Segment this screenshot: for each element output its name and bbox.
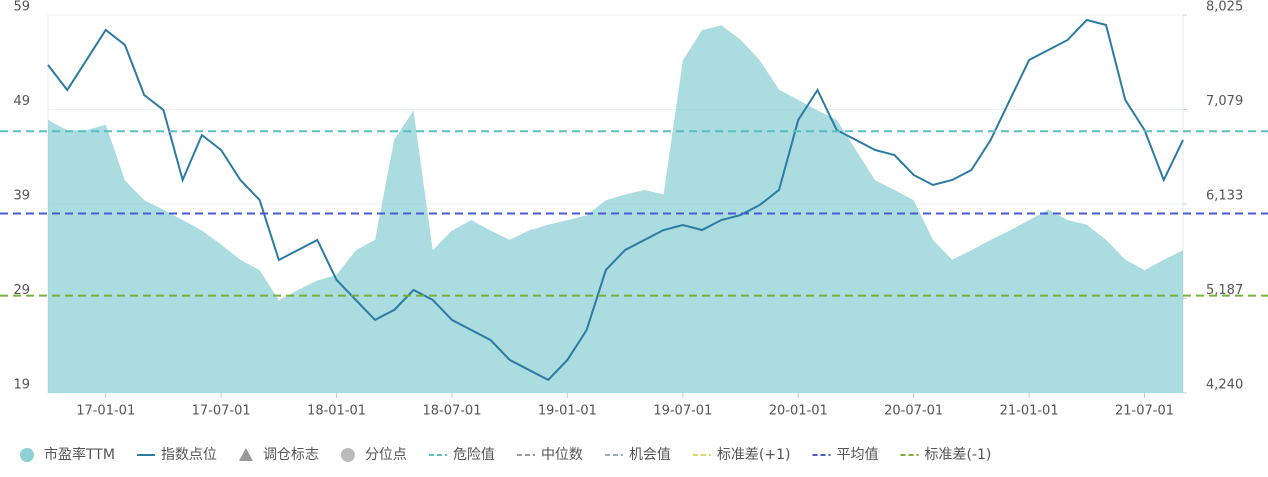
legend-label: 标准差(+1) <box>717 447 791 463</box>
legend-icon <box>340 448 355 462</box>
y2-tick-label: 4,240 <box>1206 378 1243 393</box>
x-tick-label: 19-07-01 <box>653 404 712 419</box>
x-tick-label: 17-07-01 <box>192 404 251 419</box>
y2-tick-label: 7,079 <box>1206 94 1243 109</box>
x-tick-label: 20-07-01 <box>884 404 943 419</box>
y-tick-label: 49 <box>13 94 30 109</box>
x-tick-label: 21-07-01 <box>1115 404 1174 419</box>
legend-icon <box>20 448 34 462</box>
x-tick-label: 17-01-01 <box>76 404 135 419</box>
legend-icon <box>238 448 253 461</box>
x-tick-label: 19-01-01 <box>538 404 597 419</box>
y-tick-label: 29 <box>13 283 30 298</box>
legend-label: 平均值 <box>837 447 879 463</box>
x-tick-label: 18-07-01 <box>422 404 481 419</box>
legend-label: 指数点位 <box>161 447 217 463</box>
legend-label: 危险值 <box>453 447 495 463</box>
x-tick-label: 18-01-01 <box>307 404 366 419</box>
pe-area <box>48 25 1183 394</box>
legend-label: 分位点 <box>365 447 407 463</box>
legend-label: 调仓标志 <box>263 447 319 463</box>
legend-label: 机会值 <box>629 447 671 463</box>
legend-label: 市盈率TTM <box>44 446 115 463</box>
y2-tick-label: 6,133 <box>1206 188 1243 203</box>
y2-tick-label: 5,187 <box>1206 283 1243 298</box>
index-line <box>47 18 1184 382</box>
x-tick-label: 20-01-01 <box>769 404 828 419</box>
y2-tick-label: 8,025 <box>1206 0 1243 15</box>
y-tick-label: 39 <box>13 189 30 204</box>
legend-label: 标准差(-1) <box>925 447 992 463</box>
y-tick-label: 59 <box>13 0 30 15</box>
y-tick-label: 19 <box>13 378 30 393</box>
x-tick-label: 21-01-01 <box>1000 404 1059 419</box>
legend-label: 中位数 <box>541 447 583 463</box>
